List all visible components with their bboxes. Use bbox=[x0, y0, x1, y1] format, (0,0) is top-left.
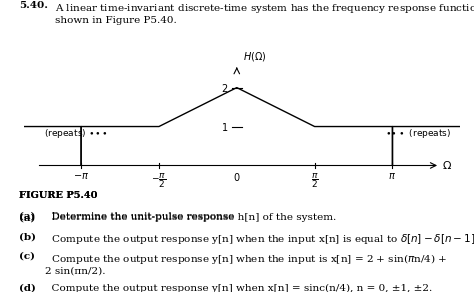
Text: $\dfrac{\pi}{2}$: $\dfrac{\pi}{2}$ bbox=[311, 171, 319, 190]
Text: $\bullet\!\bullet\!\bullet$ (repeats): $\bullet\!\bullet\!\bullet$ (repeats) bbox=[385, 127, 452, 140]
Text: $\pi$: $\pi$ bbox=[389, 171, 396, 181]
Text: Compute the output response y[n] when x[n] = sinc(n/4), n = 0, ±1, ±2.: Compute the output response y[n] when x[… bbox=[45, 284, 432, 292]
Text: Compute the output response y[n] when the input is x[n] = 2 + sin($\pi$n/4) +: Compute the output response y[n] when th… bbox=[45, 252, 447, 266]
Text: (a): (a) bbox=[19, 212, 36, 221]
Text: Determine the unit-pulse response ​​​​​​​​: Determine the unit-pulse response ​​​​​​… bbox=[45, 212, 237, 221]
Text: FIGURE P5.40: FIGURE P5.40 bbox=[19, 191, 98, 200]
Text: shown in Figure P5.40.: shown in Figure P5.40. bbox=[55, 16, 176, 25]
Text: $-\pi$: $-\pi$ bbox=[73, 171, 89, 181]
Text: Determine the unit-pulse response h[n] of the system.: Determine the unit-pulse response h[n] o… bbox=[45, 213, 336, 222]
Text: $1$: $1$ bbox=[220, 121, 228, 133]
Text: Compute the output response y[n] when the input x[n] is equal to $\delta[n] - \d: Compute the output response y[n] when th… bbox=[45, 232, 474, 246]
Text: 2 sin(πn/2).: 2 sin(πn/2). bbox=[45, 266, 106, 275]
Text: FIGURE P5.40: FIGURE P5.40 bbox=[19, 191, 98, 200]
Text: $H(\Omega)$: $H(\Omega)$ bbox=[243, 51, 266, 63]
Text: (c): (c) bbox=[19, 252, 35, 261]
Text: (b): (b) bbox=[19, 232, 36, 241]
Text: A linear time-invariant discrete-time system has the frequency response function: A linear time-invariant discrete-time sy… bbox=[55, 1, 474, 15]
Text: $\Omega$: $\Omega$ bbox=[442, 159, 453, 171]
Text: $0$: $0$ bbox=[233, 171, 240, 183]
Text: (a): (a) bbox=[19, 213, 36, 222]
Text: (d): (d) bbox=[19, 284, 36, 292]
Text: 5.40.: 5.40. bbox=[19, 1, 48, 11]
Text: $2$: $2$ bbox=[220, 81, 228, 94]
Text: (repeats) $\bullet\!\bullet\!\bullet$: (repeats) $\bullet\!\bullet\!\bullet$ bbox=[44, 127, 107, 140]
Text: $-\dfrac{\pi}{2}$: $-\dfrac{\pi}{2}$ bbox=[151, 171, 166, 190]
